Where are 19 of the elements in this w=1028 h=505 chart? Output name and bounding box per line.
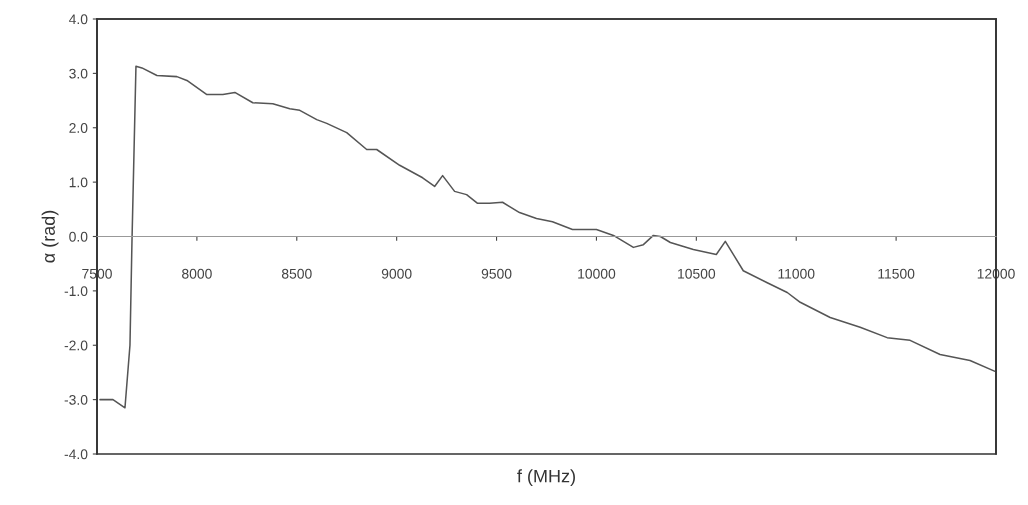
y-tick-label: 2.0	[69, 123, 88, 133]
x-tick-label: 9000	[381, 268, 412, 279]
y-axis-title: α (rad)	[41, 210, 59, 263]
x-axis-title: f (MHz)	[517, 469, 575, 487]
y-tick-label: -4.0	[64, 449, 88, 460]
x-tick-label: 11000	[778, 268, 815, 279]
y-tick-label: 0.0	[69, 231, 88, 242]
y-tick-label: -3.0	[64, 394, 88, 405]
x-tick-label: 10000	[578, 268, 616, 279]
x-tick-label: 9500	[481, 268, 512, 279]
x-tick-label: 11500	[878, 268, 915, 279]
y-tick-label: -1.0	[64, 286, 88, 297]
x-tick-label: 10500	[678, 268, 716, 279]
y-tick-label: 3.0	[69, 68, 88, 79]
y-tick-label: 1.0	[69, 177, 88, 188]
y-tick-label: 4.0	[68, 14, 88, 25]
y-tick-label: -2.0	[64, 340, 88, 351]
x-tick-label: 8000	[182, 268, 212, 279]
x-tick-label: 8500	[281, 268, 312, 279]
